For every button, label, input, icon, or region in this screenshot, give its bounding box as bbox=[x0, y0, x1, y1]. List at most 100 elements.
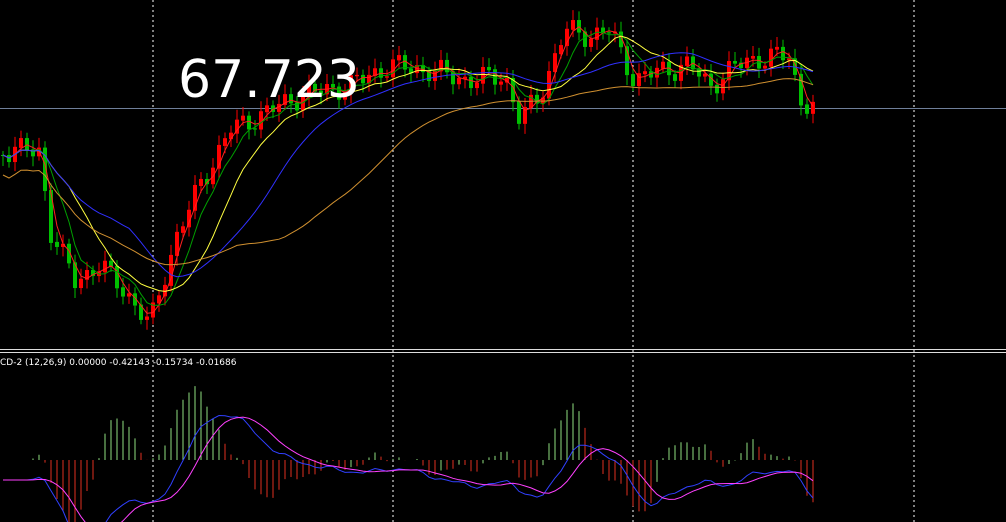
candle bbox=[439, 59, 443, 72]
candle bbox=[223, 138, 227, 146]
moving-average bbox=[2, 52, 814, 278]
moving-average bbox=[2, 31, 814, 306]
candle bbox=[331, 84, 335, 88]
candle bbox=[727, 60, 731, 81]
candle bbox=[145, 316, 149, 320]
candle bbox=[583, 31, 587, 47]
candle bbox=[61, 243, 65, 247]
candle bbox=[403, 55, 407, 70]
candle bbox=[319, 90, 323, 95]
candle bbox=[91, 270, 95, 277]
candle bbox=[775, 46, 779, 50]
candle bbox=[517, 101, 521, 124]
indicator-label: CD-2 (12,26,9) 0.00000 -0.42143 -0.15734… bbox=[0, 358, 237, 368]
candle bbox=[733, 60, 737, 64]
candle bbox=[607, 32, 611, 34]
candle bbox=[463, 76, 467, 79]
candle bbox=[751, 56, 755, 59]
candle bbox=[151, 302, 155, 318]
candle bbox=[619, 31, 623, 48]
candle bbox=[55, 241, 59, 247]
candle bbox=[367, 74, 371, 84]
candle bbox=[193, 184, 197, 211]
candle bbox=[235, 119, 239, 134]
candle bbox=[175, 231, 179, 256]
candle bbox=[643, 71, 647, 75]
candle bbox=[547, 70, 551, 99]
candle bbox=[103, 260, 107, 273]
candle bbox=[349, 75, 353, 94]
candle bbox=[475, 82, 479, 89]
candle bbox=[247, 115, 251, 130]
candle bbox=[259, 111, 263, 130]
candle bbox=[307, 83, 311, 97]
candle bbox=[253, 128, 257, 130]
candle bbox=[457, 77, 461, 85]
candle bbox=[361, 74, 365, 84]
candle bbox=[493, 69, 497, 85]
candle bbox=[541, 97, 545, 104]
candle bbox=[19, 138, 23, 148]
candle bbox=[673, 74, 677, 81]
candle bbox=[655, 67, 659, 78]
candle bbox=[355, 74, 359, 77]
candle bbox=[487, 66, 491, 71]
candle bbox=[31, 149, 35, 157]
moving-average bbox=[2, 78, 814, 266]
candle bbox=[289, 94, 293, 104]
candle bbox=[337, 86, 341, 100]
candle bbox=[43, 147, 47, 192]
candle bbox=[559, 45, 563, 55]
candle bbox=[811, 101, 815, 114]
candle bbox=[649, 71, 653, 78]
plot bbox=[1, 10, 815, 522]
candle bbox=[391, 59, 395, 78]
candle bbox=[127, 293, 131, 297]
candle bbox=[763, 65, 767, 69]
candle bbox=[433, 70, 437, 82]
candle bbox=[205, 178, 209, 185]
candle bbox=[79, 278, 83, 289]
candle bbox=[661, 61, 665, 69]
candle bbox=[799, 73, 803, 106]
candle bbox=[67, 243, 71, 264]
candle bbox=[133, 293, 137, 306]
candle bbox=[505, 77, 509, 83]
candle bbox=[427, 71, 431, 82]
candle bbox=[571, 20, 575, 30]
candle bbox=[445, 59, 449, 73]
candle bbox=[469, 76, 473, 89]
candle bbox=[625, 46, 629, 76]
candle bbox=[637, 73, 641, 87]
candle bbox=[85, 270, 89, 280]
candle bbox=[709, 73, 713, 86]
candle bbox=[109, 260, 113, 267]
candle bbox=[769, 48, 773, 67]
candle bbox=[421, 65, 425, 73]
candle bbox=[721, 79, 725, 94]
candle bbox=[697, 68, 701, 77]
price-label: 67.723 bbox=[178, 50, 360, 110]
candle bbox=[139, 304, 143, 320]
candle bbox=[523, 106, 527, 124]
candle bbox=[265, 105, 269, 113]
candle bbox=[631, 74, 635, 87]
candle bbox=[739, 62, 743, 69]
candle bbox=[241, 115, 245, 121]
candle bbox=[409, 68, 413, 74]
candle bbox=[163, 284, 167, 297]
candle bbox=[169, 254, 173, 286]
candle bbox=[385, 76, 389, 78]
candle bbox=[499, 81, 503, 85]
candle bbox=[805, 104, 809, 114]
candle bbox=[481, 66, 485, 84]
candle bbox=[271, 105, 275, 112]
signal-line bbox=[3, 416, 814, 522]
candle bbox=[181, 226, 185, 233]
candle bbox=[343, 92, 347, 100]
moving-average bbox=[2, 35, 814, 292]
candle bbox=[217, 144, 221, 169]
candle bbox=[511, 77, 515, 103]
